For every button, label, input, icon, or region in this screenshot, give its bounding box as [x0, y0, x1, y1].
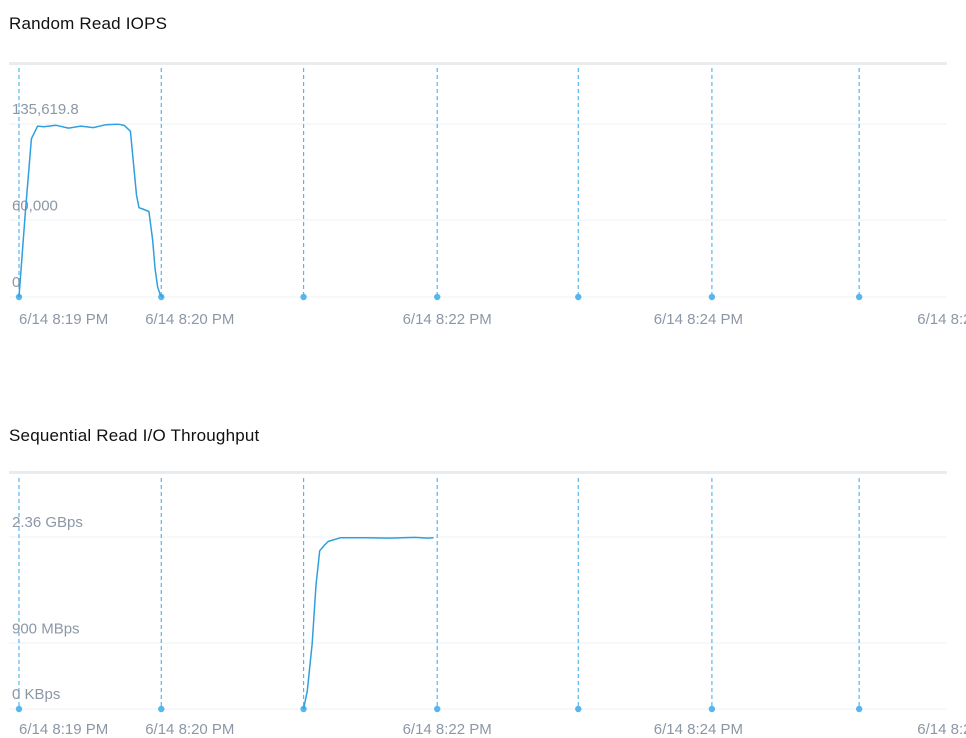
top-band	[9, 471, 947, 474]
event-marker-dot[interactable]	[300, 293, 307, 301]
event-marker-dot[interactable]	[575, 705, 582, 713]
x-tick-label: 6/14 8:20 PM	[145, 311, 234, 328]
sequential-read-throughput-chart[interactable]: 2.36 GBps 900 MBps 0 KBps 6/14 8:19 PM 6/14 …	[0, 412, 966, 738]
event-marker-dot[interactable]	[434, 293, 441, 301]
event-marker-dot[interactable]	[708, 293, 716, 301]
x-tick-label: 6/14 8:19 PM	[19, 721, 108, 738]
y-tick-label: 900 MBps	[12, 620, 80, 637]
x-tick-label: 6/14 8:20 PM	[145, 721, 234, 738]
chart-title: Random Read IOPS	[9, 14, 168, 33]
random-read-iops-chart[interactable]: 135,619.8 60,000 0 6/14 8:19 PM 6/14 8:20 PM…	[0, 0, 966, 360]
event-marker-dot[interactable]	[300, 705, 307, 713]
x-tick-label: 6/14 8:24 PM	[654, 311, 743, 328]
event-marker-dot[interactable]	[855, 705, 863, 713]
x-tick-label: 6/14 8:19 PM	[19, 311, 108, 328]
event-marker-dot[interactable]	[575, 293, 582, 301]
event-marker-dot[interactable]	[434, 705, 441, 713]
top-band	[9, 62, 947, 65]
event-marker-dot[interactable]	[158, 705, 165, 713]
y-tick-label: 0	[12, 274, 20, 291]
sequential-read-throughput-panel: Sequential Read I/O Throughput 2.36 GBps…	[0, 412, 966, 738]
chart-title: Sequential Read I/O Throughput	[9, 426, 260, 445]
y-tick-label: 2.36 GBps	[12, 514, 83, 531]
x-tick-label: 6/14 8:27 PM	[917, 721, 966, 738]
series-line[interactable]	[18, 123, 164, 298]
y-tick-label: 0 KBps	[12, 686, 60, 703]
x-tick-label: 6/14 8:22 PM	[403, 311, 492, 328]
event-marker-dot[interactable]	[158, 293, 165, 301]
event-marker-dot[interactable]	[855, 293, 863, 301]
y-tick-label: 135,619.8	[12, 101, 79, 118]
random-read-iops-panel: Random Read IOPS 135,619.8 60,000 0 6/14 8:…	[0, 0, 966, 360]
event-marker-dot[interactable]	[15, 705, 23, 713]
y-tick-label: 60,000	[12, 197, 58, 214]
series-line[interactable]	[302, 536, 434, 710]
x-tick-label: 6/14 8:27 PM	[917, 311, 966, 328]
x-tick-label: 6/14 8:22 PM	[403, 721, 492, 738]
x-tick-label: 6/14 8:24 PM	[654, 721, 743, 738]
event-marker-dot[interactable]	[708, 705, 716, 713]
